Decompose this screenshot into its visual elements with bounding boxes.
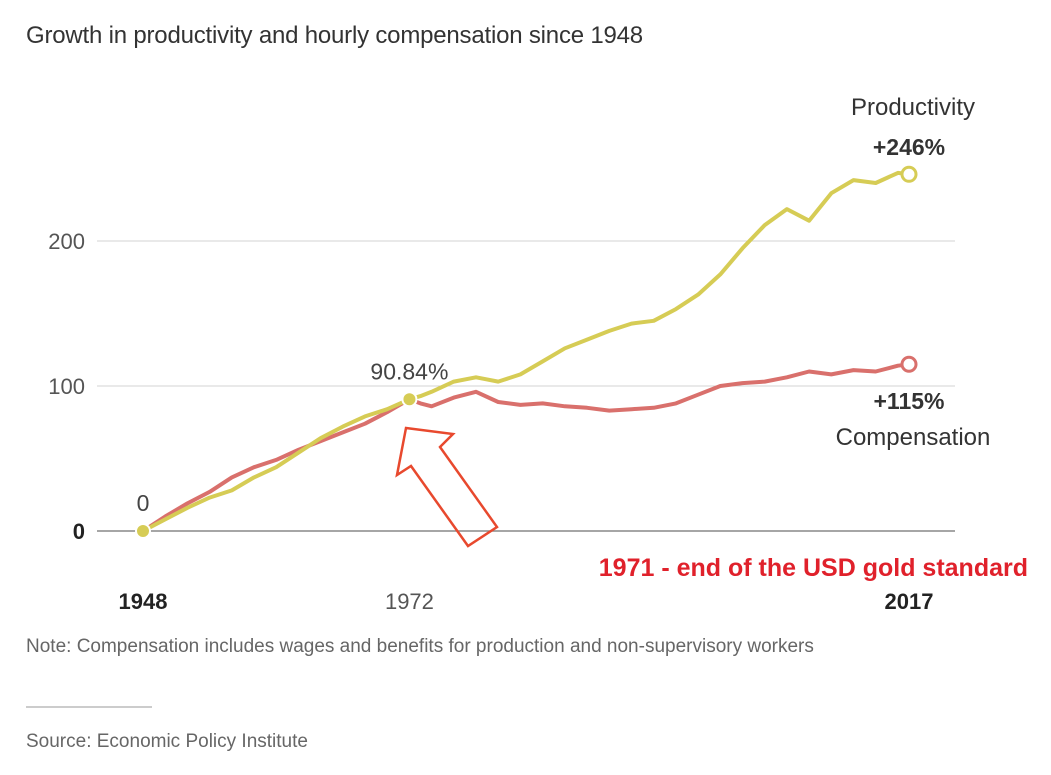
chart-note: Note: Compensation includes wages and be… (26, 636, 814, 657)
divider (26, 706, 152, 708)
productivity-end-value: +246% (873, 134, 945, 160)
gold-standard-callout: 1971 - end of the USD gold standard (599, 554, 1028, 582)
y-tick-label: 100 (48, 374, 85, 399)
x-axis-ticks: 1948 1972 2017 (119, 589, 934, 614)
chart-source: Source: Economic Policy Institute (26, 731, 308, 752)
gridlines (97, 240, 955, 532)
compensation-end-value: +115% (874, 388, 945, 414)
callout-arrow-icon (395, 426, 499, 548)
compensation-label: Compensation (836, 424, 991, 451)
end-marker-compensation (900, 355, 918, 373)
series-line-compensation (141, 362, 911, 533)
series-lines (141, 170, 911, 533)
x-tick-label: 2017 (885, 589, 934, 614)
annotation-label: 90.84% (370, 358, 448, 384)
chart-title: Growth in productivity and hourly compen… (26, 22, 643, 49)
series-line-productivity (141, 170, 911, 533)
annotation-dot (135, 523, 151, 539)
y-tick-label: 0 (73, 519, 85, 544)
x-tick-label: 1972 (385, 589, 434, 614)
y-tick-label: 200 (48, 229, 85, 254)
end-marker-productivity (900, 165, 918, 183)
annotation-label: 0 (137, 490, 150, 516)
point-markers: 0 90.84% (135, 165, 918, 539)
productivity-label: Productivity (851, 94, 975, 121)
x-tick-label: 1948 (119, 589, 168, 614)
y-axis-ticks: 0 100 200 (48, 229, 85, 544)
annotation-dot (401, 391, 418, 408)
